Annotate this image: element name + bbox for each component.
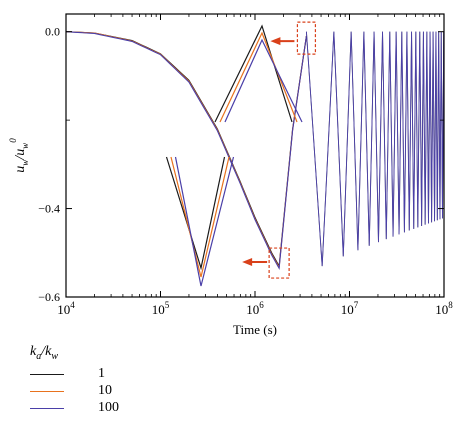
x-axis-label: Time (s) — [233, 322, 277, 337]
legend-swatch — [30, 391, 64, 392]
x-tick-label: 105 — [152, 300, 170, 317]
peak-inset-line — [224, 38, 303, 123]
legend-label: 1 — [98, 366, 105, 381]
legend-entry: 1 — [28, 366, 105, 383]
legend-label: 10 — [98, 383, 112, 398]
trough-inset-line — [170, 156, 230, 278]
oscillation-line-100 — [305, 31, 445, 267]
legend-entry: 100 — [28, 400, 119, 417]
legend: ka/kw 1 10 100 — [28, 344, 119, 417]
trough-inset-line — [165, 156, 226, 271]
peak-inset-line — [214, 24, 293, 123]
x-tick-label: 104 — [57, 300, 75, 317]
y-axis-label: uw/uw0 — [8, 138, 30, 173]
series-line — [65, 31, 307, 270]
y-tick-label: −0.6 — [38, 290, 60, 304]
legend-entry: 10 — [28, 383, 112, 400]
annotations — [242, 21, 317, 279]
trough-arrow-head — [242, 258, 253, 267]
series-line — [65, 31, 307, 271]
trough-highlight-box — [268, 247, 290, 279]
x-tick-label: 107 — [341, 300, 359, 317]
axes: 104 105 106 107 108 0.0 −0.4 −0.6 — [38, 14, 453, 317]
y-tick-label: 0.0 — [45, 25, 60, 39]
legend-label: 100 — [98, 400, 119, 415]
y-tick-label: −0.4 — [38, 202, 60, 216]
peak-arrow-head — [270, 37, 281, 46]
series-line — [65, 31, 307, 268]
chart-series-group — [65, 31, 445, 271]
legend-title: ka/kw — [30, 344, 58, 362]
x-tick-label: 106 — [246, 300, 264, 317]
zoom-insets — [165, 24, 303, 287]
x-tick-label: 108 — [435, 300, 453, 317]
legend-swatch — [30, 408, 64, 409]
peak-inset-line — [219, 31, 298, 123]
trough-inset-line — [174, 156, 235, 287]
legend-swatch — [30, 374, 64, 375]
